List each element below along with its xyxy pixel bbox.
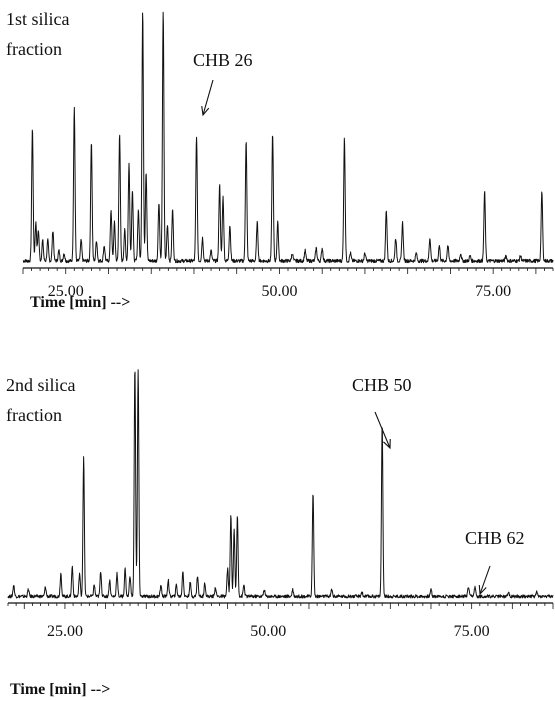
x-tick-label: 75.00 xyxy=(475,283,511,300)
chart-title-1st-line-2: fraction xyxy=(6,39,62,59)
x-tick-labels-2nd: 25.00 50.00 75.00 xyxy=(47,623,490,640)
annotation-arrow xyxy=(374,411,391,449)
x-tick-label: 75.00 xyxy=(454,623,490,640)
minor-ticks-1st xyxy=(22,268,554,274)
annotation-arrow xyxy=(479,565,491,595)
chart-title-2nd: 2nd silica fraction xyxy=(6,375,80,425)
minor-ticks-2nd xyxy=(7,603,554,609)
peak-annotation-label: CHB 50 xyxy=(352,375,412,395)
annotation-arrow xyxy=(202,79,214,116)
chart-title-2nd-line-2: fraction xyxy=(6,405,62,425)
chart-panel-1st-silica-fraction: 1st silica fraction 25.00 50.00 75.00 Time… xyxy=(6,9,554,311)
peak-annotation-label: CHB 26 xyxy=(193,50,253,70)
chart-title-2nd-line-1: 2nd silica xyxy=(6,375,76,395)
x-tick-label: 50.00 xyxy=(250,623,286,640)
chromatogram-trace-1st xyxy=(22,11,554,264)
x-tick-label: 25.00 xyxy=(48,283,84,300)
x-axis-label-2nd: Time [min] --> xyxy=(10,681,110,698)
x-tick-label: 50.00 xyxy=(261,283,297,300)
chart-panel-2nd-silica-fraction: 2nd silica fraction 25.00 50.00 75.00 Time… xyxy=(6,369,554,698)
x-axis-label-1st: Time [min] --> xyxy=(30,294,130,311)
chart-title-1st-line-1: 1st silica xyxy=(6,9,70,29)
peak-annotation-label: CHB 62 xyxy=(465,528,525,548)
peak-annotations-1st: CHB 26 xyxy=(193,50,253,117)
chart-title-1st: 1st silica fraction xyxy=(6,9,74,59)
peak-annotations-2nd: CHB 50 CHB 62 xyxy=(352,375,525,596)
chromatogram-trace-2nd xyxy=(7,369,554,599)
annotation-arrowhead xyxy=(478,584,487,596)
annotation-arrowhead xyxy=(383,438,391,450)
x-tick-labels-1st: 25.00 50.00 75.00 xyxy=(48,283,511,300)
annotation-arrowhead xyxy=(201,106,210,117)
x-tick-label: 25.00 xyxy=(47,623,83,640)
